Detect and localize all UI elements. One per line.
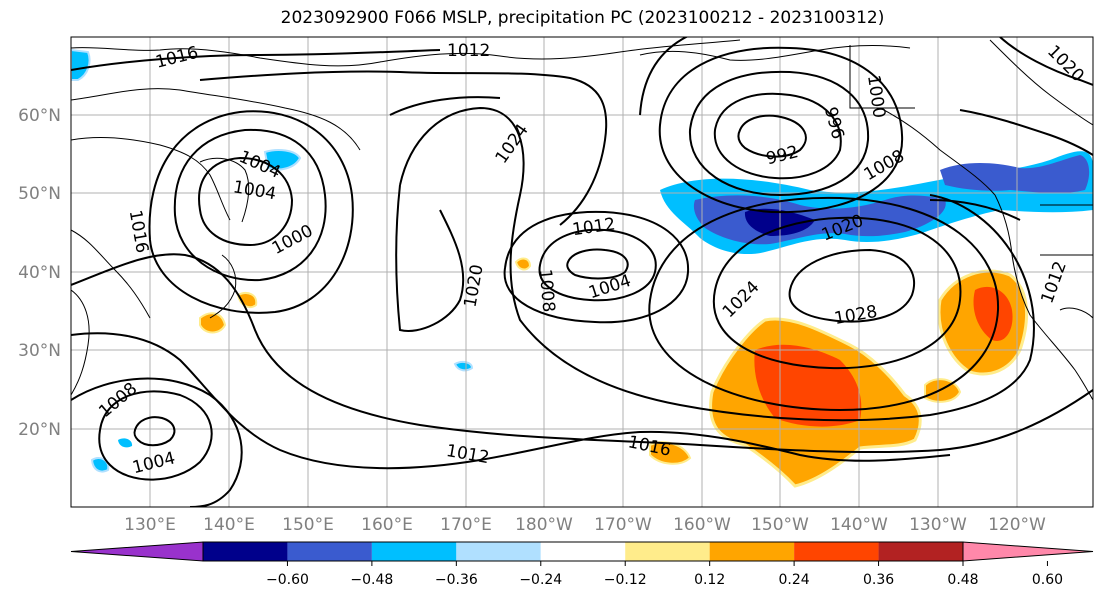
precip-negative-area <box>118 438 133 448</box>
colorbar-segment <box>456 542 541 561</box>
colorbar-segment <box>625 542 710 561</box>
colorbar-outline <box>202 541 964 562</box>
isobar-label: 1024 <box>719 277 764 322</box>
isobar-label: 1012 <box>447 41 490 61</box>
lat-label-20n: 20°N <box>18 420 61 440</box>
lat-label-60n: 60°N <box>18 106 61 126</box>
lon-label: 160°W <box>673 515 731 535</box>
isobar-label: 1008 <box>535 268 559 313</box>
longitude-labels: 130°E 140°E 150°E 160°E 170°E 180°W 170°… <box>124 515 1046 535</box>
isobar-label: 1028 <box>833 302 879 329</box>
colorbar-tick-label: 0.36 <box>863 572 894 588</box>
colorbar-tick-label: −0.36 <box>435 572 478 588</box>
colorbar-extend-max <box>962 541 1094 562</box>
colorbar-segment <box>878 542 963 561</box>
isobar-label: 1008 <box>861 146 908 185</box>
lon-label: 130°W <box>909 515 967 535</box>
lat-label-30n: 30°N <box>18 341 61 361</box>
precip-positive-area <box>199 312 227 334</box>
lat-label-50n: 50°N <box>18 184 61 204</box>
lon-label: 160°E <box>361 515 413 535</box>
lon-label: 150°W <box>751 515 809 535</box>
isobar-label: 1012 <box>571 214 617 240</box>
precip-negative-area <box>90 457 110 473</box>
lon-label: 120°W <box>988 515 1046 535</box>
isobar-label: 1016 <box>154 43 201 73</box>
isobar-label: 1016 <box>125 209 152 255</box>
coastlines <box>71 39 1093 401</box>
lon-label: 170°E <box>440 515 492 535</box>
lon-label: 170°W <box>594 515 652 535</box>
colorbar-tick-label: 0.48 <box>947 572 978 588</box>
isobar-label: 1004 <box>232 177 278 204</box>
precip-positive-area <box>973 286 1013 341</box>
colorbar-segment <box>794 542 879 561</box>
colorbar-segment <box>287 542 372 561</box>
lon-label: 140°E <box>203 515 255 535</box>
colorbar-segment <box>203 542 288 561</box>
precip-negative-area <box>71 48 91 81</box>
colorbar-tick-label: −0.48 <box>350 572 393 588</box>
precip-negative-area <box>940 155 1090 194</box>
lat-label-40n: 40°N <box>18 263 61 283</box>
isobar-label: 1004 <box>586 271 633 303</box>
isobar-label: 1024 <box>492 121 533 168</box>
precip-negative-area <box>453 360 474 372</box>
chart-title: 2023092900 F066 MSLP, precipitation PC (… <box>280 8 885 28</box>
colorbar-segment <box>540 542 626 561</box>
isobar-label: 1000 <box>269 221 317 259</box>
gridlines <box>71 37 1093 507</box>
lon-label: 130°E <box>124 515 176 535</box>
map-frame <box>70 36 1094 508</box>
colorbar-tick-label: 0.60 <box>1032 572 1063 588</box>
isobars <box>71 37 1093 507</box>
isobar-label: 1016 <box>626 432 672 461</box>
isobar-label: 1004 <box>131 448 178 478</box>
colorbar-tick-label: 0.24 <box>779 572 810 588</box>
isobar-label: 996 <box>820 105 848 142</box>
colorbar: −0.60 −0.48 −0.36 −0.24 −0.12 0.12 0.24 0.36 0.4… <box>70 541 1094 588</box>
colorbar-tick-label: −0.60 <box>266 572 309 588</box>
colorbar-tick-label: 0.12 <box>694 572 725 588</box>
isobar-label: 992 <box>764 142 800 169</box>
lon-label: 180°W <box>515 515 573 535</box>
latitude-labels: 60°N 50°N 40°N 30°N 20°N <box>18 106 61 440</box>
lon-label: 150°E <box>282 515 334 535</box>
isobar-label: 1012 <box>1037 259 1071 306</box>
isobar-label: 1000 <box>863 74 889 120</box>
colorbar-extend-min <box>70 541 204 562</box>
isobar-label: 1020 <box>461 263 488 309</box>
colorbar-tick-label: −0.24 <box>519 572 562 588</box>
colorbar-segment <box>371 542 457 561</box>
colorbar-tick-label: −0.12 <box>604 572 647 588</box>
lon-label: 140°W <box>830 515 888 535</box>
precip-positive-area <box>514 257 532 271</box>
colorbar-segment <box>709 542 795 561</box>
